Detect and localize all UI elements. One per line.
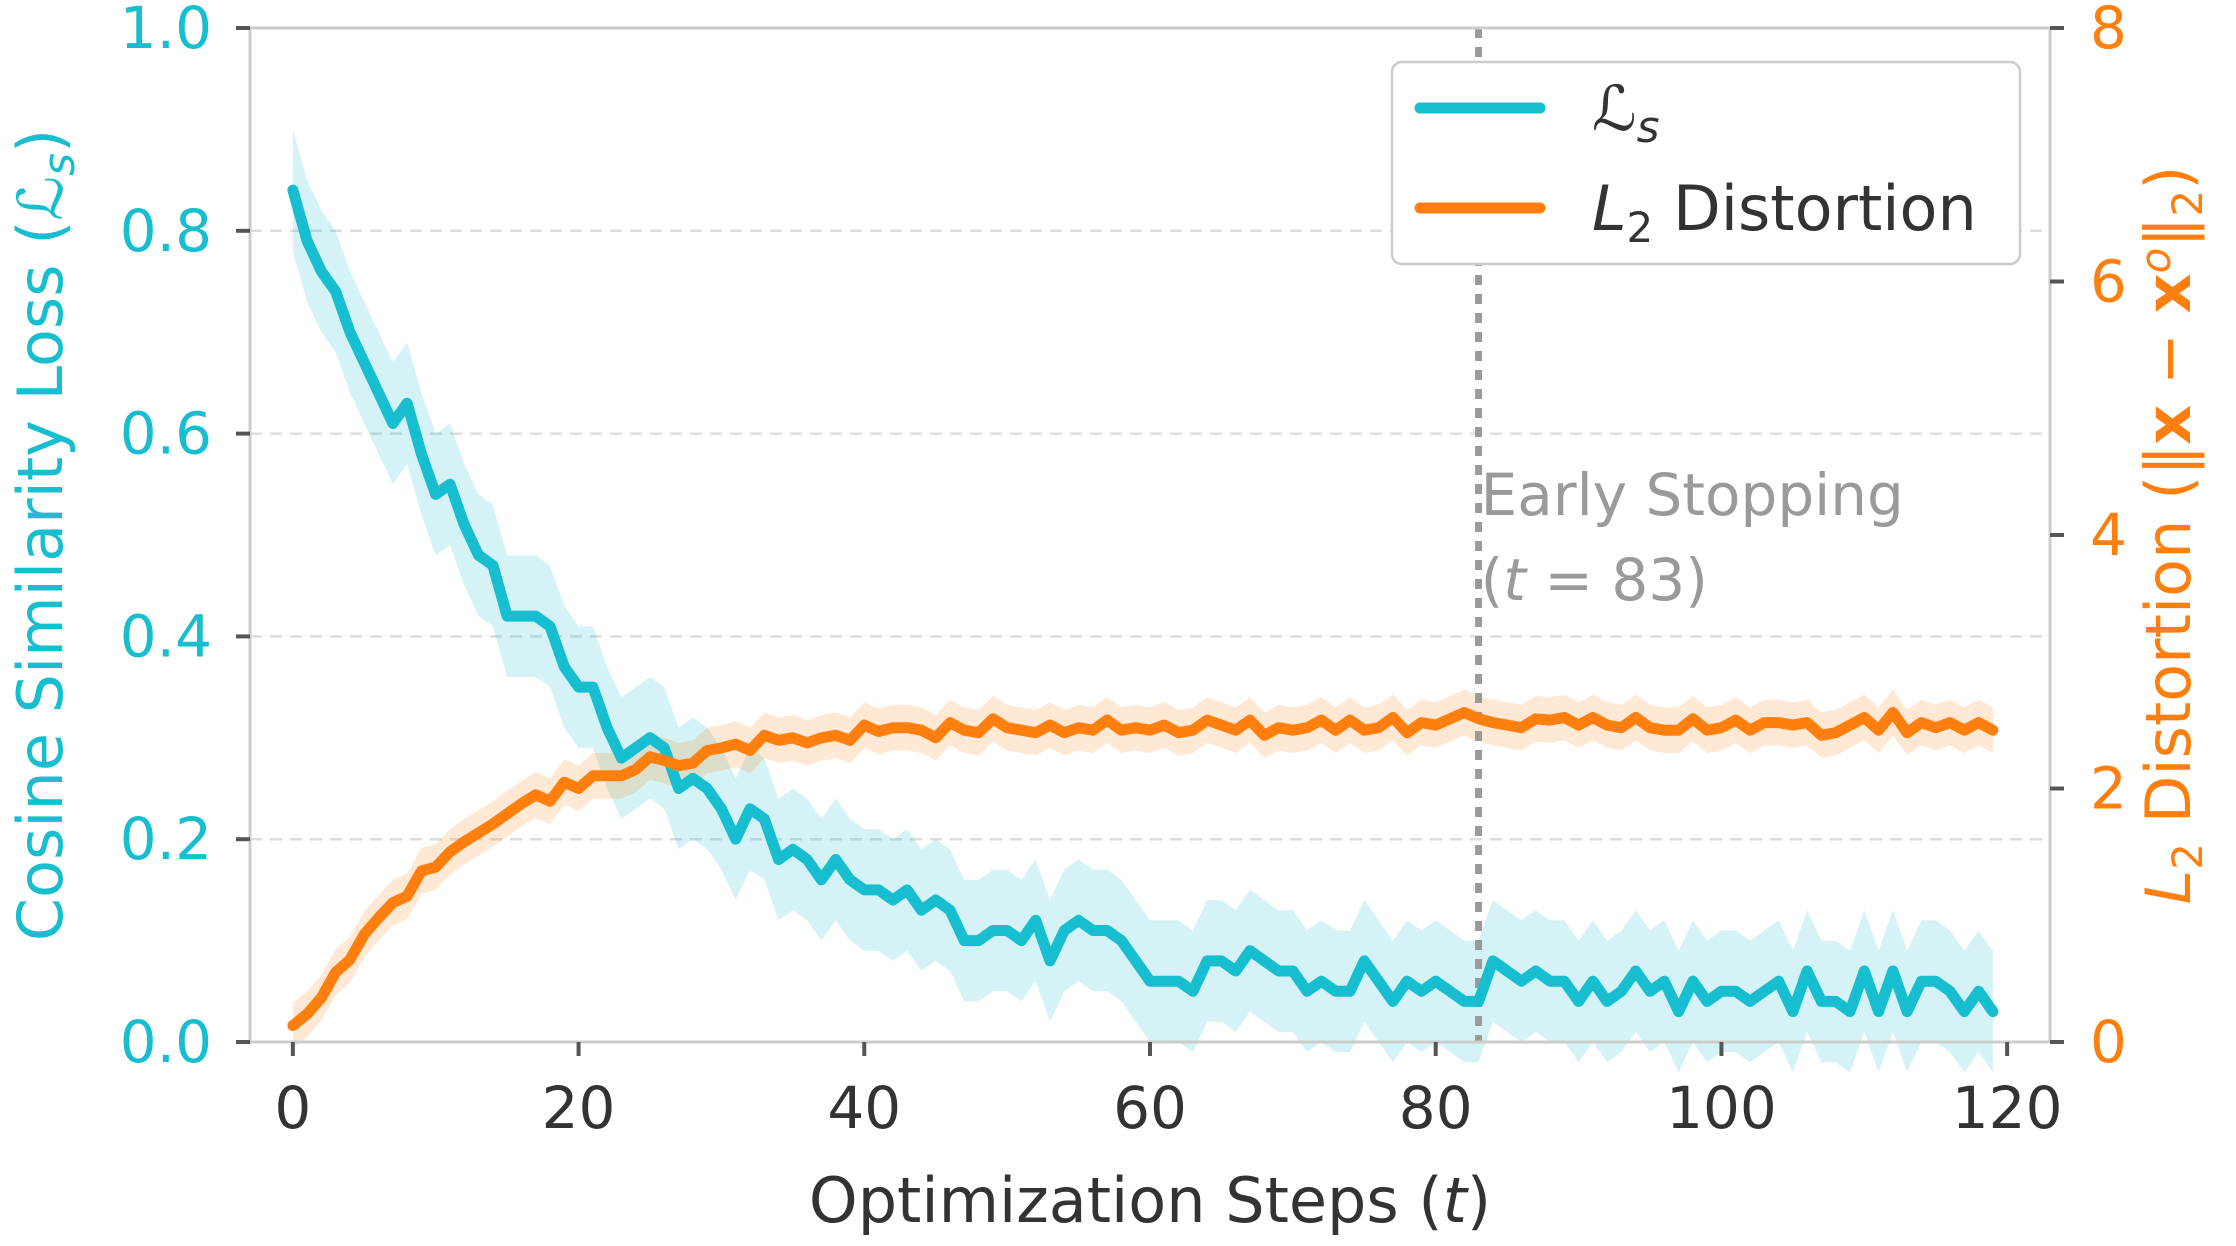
left-y-tick-label: 0.2 (120, 805, 212, 873)
x-tick-label: 60 (1113, 1074, 1187, 1142)
early-stopping-marker: Early Stopping (t = 83) (1475, 28, 1904, 1042)
legend: ℒs L2 Distortion (1390, 60, 2022, 266)
right-y-tick-label: 2 (2090, 755, 2127, 823)
left-y-tick-label: 0.4 (120, 602, 212, 670)
left-y-tick-label: 0.0 (120, 1008, 212, 1076)
early-stopping-label: Early Stopping (1481, 461, 1904, 529)
x-tick-label: 100 (1666, 1074, 1777, 1142)
x-tick-label: 40 (827, 1074, 901, 1142)
right-y-axis-title: L2 Distortion (‖x − xo‖2) (2131, 166, 2212, 905)
left-y-tick-label: 0.8 (120, 197, 212, 265)
series-band-1 (292, 689, 1993, 1049)
right-y-tick-label: 6 (2090, 248, 2127, 316)
legend-label-ls: ℒs (1592, 72, 1660, 153)
series-band-0 (292, 129, 1993, 1073)
ticks: 0 20 40 60 80 100 120 0.0 0.2 0.4 0.6 0.8 1.0 0 2 4 6 8 (120, 0, 2127, 1142)
right-y-tick-label: 4 (2090, 501, 2127, 569)
right-y-tick-label: 8 (2090, 0, 2127, 62)
right-y-tick-label: 0 (2090, 1008, 2127, 1076)
x-tick-label: 120 (1952, 1074, 2063, 1142)
left-y-axis-title: Cosine Similarity Loss (ℒs) (4, 129, 85, 941)
legend-label-l2: L2 Distortion (1592, 172, 1977, 252)
series-line-1 (287, 707, 1999, 1031)
x-tick-label: 0 (274, 1074, 311, 1142)
series-lines (287, 184, 1999, 1031)
left-y-tick-label: 0.6 (120, 400, 212, 468)
left-y-tick-label: 1.0 (120, 0, 212, 62)
legend-box (1390, 60, 2022, 266)
x-tick-label: 80 (1399, 1074, 1473, 1142)
confidence-bands (292, 129, 1993, 1073)
early-stopping-step-label: (t = 83) (1481, 546, 1708, 614)
series-line-0 (287, 184, 1999, 1018)
x-axis-title: Optimization Steps (t) (809, 1164, 1491, 1237)
x-tick-label: 20 (542, 1074, 616, 1142)
